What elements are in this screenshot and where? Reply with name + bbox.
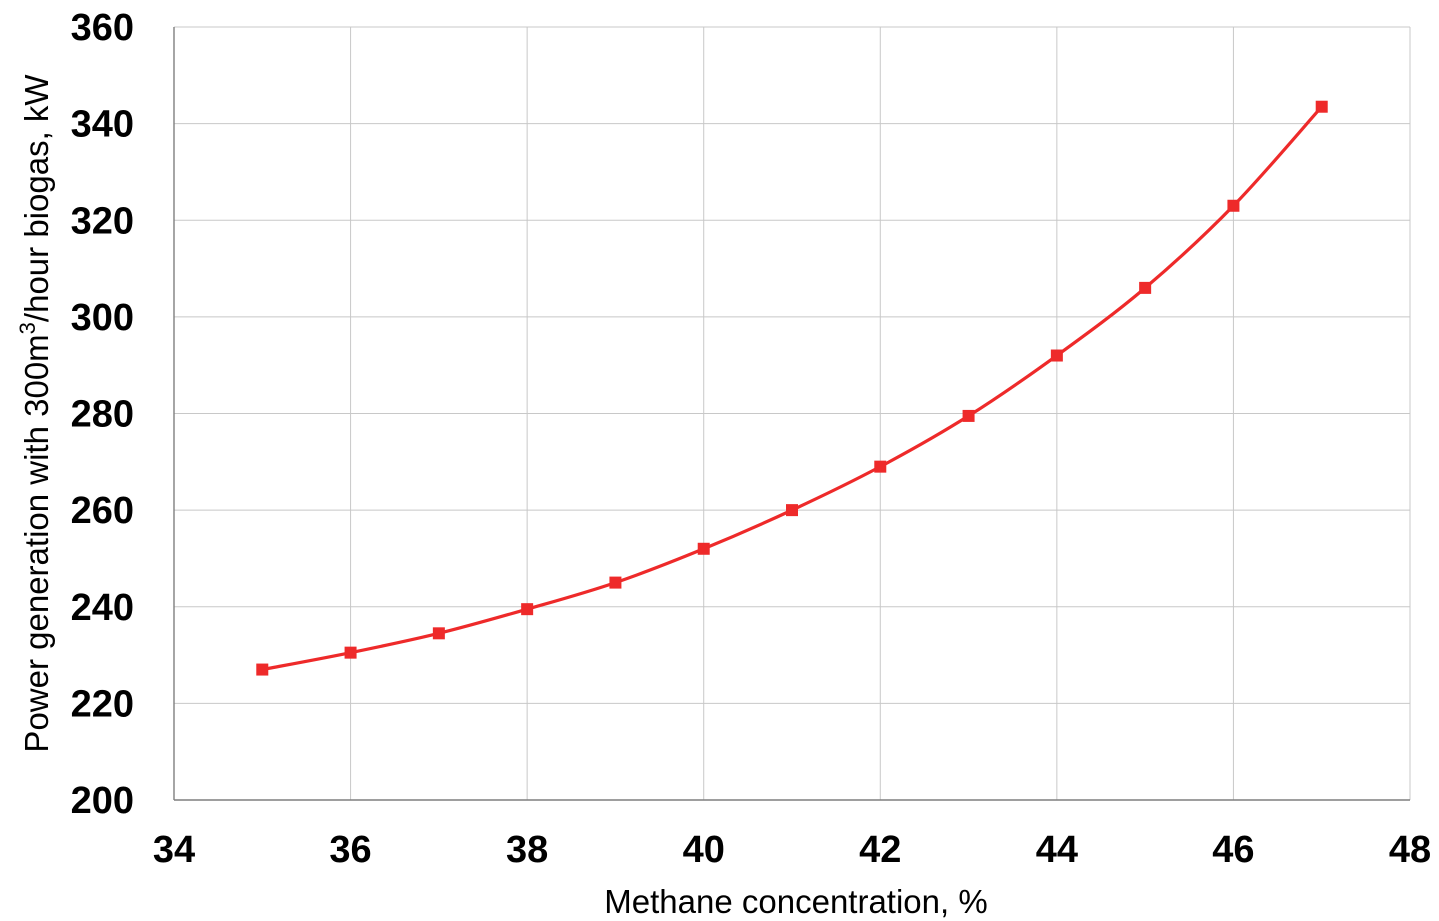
data-point-marker <box>609 576 622 589</box>
y-axis-title-superscript: 3 <box>15 322 40 334</box>
data-point-marker <box>1227 199 1240 212</box>
y-axis-title-suffix: /hour biogas, kW <box>18 74 55 322</box>
x-tick-label: 34 <box>153 829 195 871</box>
x-axis-title: Methane concentration, % <box>604 883 987 920</box>
y-tick-label: 240 <box>71 587 134 629</box>
grid <box>173 26 1411 801</box>
data-point-marker <box>962 409 975 422</box>
data-point-marker <box>786 504 798 517</box>
data-point-marker <box>697 542 710 555</box>
data-point-marker <box>521 603 534 616</box>
series-0 <box>256 100 1328 676</box>
y-tick-label: 280 <box>71 394 134 436</box>
y-tick-label: 200 <box>71 780 134 822</box>
x-tick-label: 40 <box>683 829 725 871</box>
y-tick-label: 340 <box>71 104 134 146</box>
y-axis-title: Power generation with 300m3/hour biogas,… <box>15 74 55 753</box>
data-point-marker <box>1315 100 1328 113</box>
y-tick-label: 260 <box>71 490 134 532</box>
axes <box>173 27 1410 801</box>
x-tick-label: 38 <box>506 829 548 871</box>
y-tick-label: 300 <box>71 297 134 339</box>
x-tick-label: 46 <box>1212 829 1254 871</box>
y-tick-label: 320 <box>71 200 134 242</box>
x-tick-label: 44 <box>1036 829 1078 871</box>
data-point-marker <box>344 646 357 659</box>
x-tick-label: 42 <box>859 829 901 871</box>
x-tick-label: 36 <box>329 829 371 871</box>
y-tick-labels: 200 220 240 260 280 300 320 340 360 <box>71 7 134 822</box>
series-line <box>261 105 1323 672</box>
data-point-marker <box>256 663 269 676</box>
data-point-marker <box>1139 281 1152 294</box>
data-point-marker <box>874 460 887 473</box>
y-tick-label: 220 <box>71 683 134 725</box>
y-tick-label: 360 <box>71 7 134 49</box>
data-point-marker <box>1050 349 1063 362</box>
x-tick-labels: 34 36 38 40 42 44 46 48 <box>153 829 1431 871</box>
data-point-marker <box>432 627 445 640</box>
x-tick-label: 48 <box>1389 829 1431 871</box>
series-layer <box>256 100 1328 676</box>
y-axis-title-prefix: Power generation with 300m <box>18 334 55 752</box>
